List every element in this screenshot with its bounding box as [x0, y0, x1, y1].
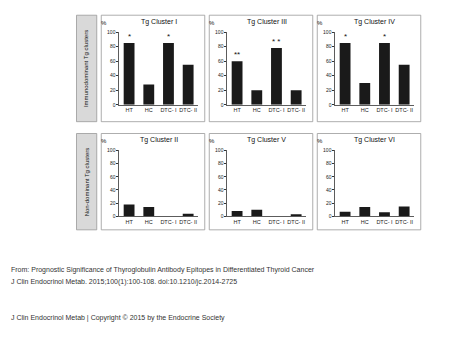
- svg-text:**: **: [234, 50, 240, 59]
- svg-text:HT: HT: [341, 107, 349, 113]
- svg-text:HT: HT: [233, 107, 241, 113]
- svg-text:*: *: [344, 32, 347, 41]
- svg-text:100: 100: [323, 147, 332, 153]
- svg-text:40: 40: [218, 187, 224, 193]
- svg-text:HC: HC: [145, 107, 153, 113]
- svg-text:Non-dominant Tg clusters: Non-dominant Tg clusters: [84, 148, 90, 217]
- svg-text:20: 20: [110, 200, 116, 206]
- svg-text:DTC- I: DTC- I: [160, 107, 177, 113]
- svg-text:From: Prognostic Significance: From: Prognostic Significance of Thyrogl…: [11, 266, 315, 274]
- svg-text:0: 0: [221, 213, 224, 219]
- svg-text:80: 80: [218, 43, 224, 49]
- svg-text:*: *: [128, 32, 131, 41]
- svg-text:DTC- I: DTC- I: [160, 219, 177, 225]
- svg-text:DTC- I: DTC- I: [376, 219, 393, 225]
- svg-text:DTC- II: DTC- II: [395, 219, 413, 225]
- svg-text:Tg Cluster II: Tg Cluster II: [140, 136, 178, 144]
- svg-text:%: %: [101, 20, 107, 26]
- svg-text:40: 40: [326, 187, 332, 193]
- svg-text:60: 60: [326, 174, 332, 180]
- svg-text:40: 40: [110, 187, 116, 193]
- svg-text:%: %: [101, 138, 107, 144]
- svg-text:*: *: [383, 32, 386, 41]
- svg-text:0: 0: [329, 102, 332, 108]
- svg-text:HC: HC: [253, 219, 261, 225]
- svg-text:100: 100: [215, 147, 224, 153]
- svg-text:0: 0: [329, 213, 332, 219]
- svg-text:HT: HT: [125, 219, 133, 225]
- svg-text:20: 20: [326, 200, 332, 206]
- svg-text:40: 40: [110, 72, 116, 78]
- svg-text:DTC- II: DTC- II: [179, 219, 197, 225]
- svg-text:60: 60: [218, 58, 224, 64]
- svg-text:60: 60: [218, 174, 224, 180]
- svg-text:0: 0: [113, 102, 116, 108]
- svg-text:40: 40: [326, 72, 332, 78]
- svg-text:100: 100: [323, 29, 332, 35]
- svg-text:60: 60: [110, 58, 116, 64]
- svg-text:20: 20: [218, 87, 224, 93]
- svg-text:DTC- I: DTC- I: [268, 107, 285, 113]
- svg-text:0: 0: [221, 102, 224, 108]
- svg-text:20: 20: [326, 87, 332, 93]
- svg-text:100: 100: [215, 29, 224, 35]
- svg-text:0: 0: [113, 213, 116, 219]
- svg-text:DTC- I: DTC- I: [376, 107, 393, 113]
- svg-text:HT: HT: [233, 219, 241, 225]
- svg-text:Tg Cluster VI: Tg Cluster VI: [354, 136, 395, 144]
- svg-text:HC: HC: [361, 107, 369, 113]
- svg-text:Tg Cluster IV: Tg Cluster IV: [354, 18, 395, 26]
- svg-text:60: 60: [110, 174, 116, 180]
- svg-text:100: 100: [107, 29, 116, 35]
- svg-text:DTC- II: DTC- II: [179, 107, 197, 113]
- svg-text:DTC- II: DTC- II: [287, 219, 305, 225]
- svg-text:Tg Cluster III: Tg Cluster III: [247, 18, 287, 26]
- svg-text:40: 40: [218, 72, 224, 78]
- svg-text:80: 80: [110, 43, 116, 49]
- svg-text:HC: HC: [145, 219, 153, 225]
- svg-text:20: 20: [218, 200, 224, 206]
- svg-text:Tg Cluster I: Tg Cluster I: [141, 18, 177, 26]
- svg-text:DTC- II: DTC- II: [395, 107, 413, 113]
- svg-text:J Clin Endocrinol Metab | Copy: J Clin Endocrinol Metab | Copyright © 20…: [11, 314, 225, 322]
- svg-text:HC: HC: [253, 107, 261, 113]
- svg-text:80: 80: [326, 43, 332, 49]
- svg-text:* *: * *: [272, 37, 280, 46]
- svg-text:%: %: [317, 138, 323, 144]
- svg-text:J Clin Endocrinol Metab. 2015;: J Clin Endocrinol Metab. 2015;100(1):100…: [11, 278, 237, 286]
- svg-text:%: %: [209, 20, 215, 26]
- svg-text:%: %: [209, 138, 215, 144]
- svg-text:DTC- II: DTC- II: [287, 107, 305, 113]
- svg-text:20: 20: [110, 87, 116, 93]
- svg-text:HT: HT: [341, 219, 349, 225]
- svg-text:*: *: [167, 32, 170, 41]
- svg-text:Immunodominant Tg clusters: Immunodominant Tg clusters: [83, 30, 89, 107]
- svg-text:HT: HT: [125, 107, 133, 113]
- svg-text:100: 100: [107, 147, 116, 153]
- svg-text:%: %: [317, 20, 323, 26]
- svg-text:DTC- I: DTC- I: [268, 219, 285, 225]
- svg-text:HC: HC: [361, 219, 369, 225]
- svg-text:80: 80: [110, 160, 116, 166]
- svg-text:Tg Cluster V: Tg Cluster V: [247, 136, 286, 144]
- svg-text:80: 80: [218, 160, 224, 166]
- svg-text:80: 80: [326, 160, 332, 166]
- svg-text:60: 60: [326, 58, 332, 64]
